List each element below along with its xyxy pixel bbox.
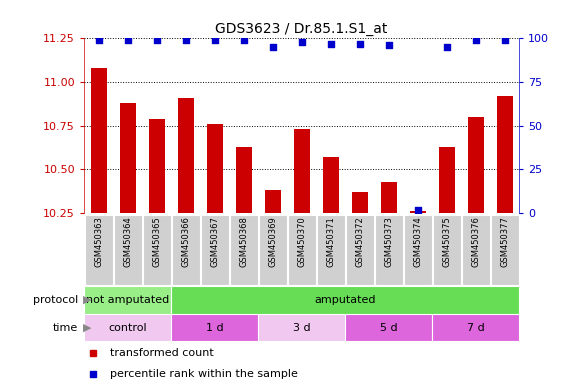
FancyBboxPatch shape: [288, 215, 316, 285]
Text: GSM450365: GSM450365: [152, 216, 161, 267]
Text: GSM450363: GSM450363: [94, 216, 103, 267]
Point: [94, 37, 103, 43]
Bar: [467, 117, 484, 213]
FancyBboxPatch shape: [171, 314, 258, 341]
Text: 7 d: 7 d: [467, 323, 484, 333]
Title: GDS3623 / Dr.85.1.S1_at: GDS3623 / Dr.85.1.S1_at: [215, 22, 388, 36]
Bar: [177, 98, 194, 213]
FancyBboxPatch shape: [201, 215, 229, 285]
Point: [123, 37, 132, 43]
Text: control: control: [108, 323, 147, 333]
Text: GSM450369: GSM450369: [268, 216, 277, 267]
Text: GSM450371: GSM450371: [326, 216, 335, 267]
FancyBboxPatch shape: [346, 215, 374, 285]
FancyBboxPatch shape: [171, 286, 519, 314]
Text: GSM450372: GSM450372: [355, 216, 364, 267]
FancyBboxPatch shape: [114, 215, 142, 285]
FancyBboxPatch shape: [259, 215, 287, 285]
Text: ▶: ▶: [83, 295, 92, 305]
Bar: [351, 192, 368, 213]
Text: GSM450377: GSM450377: [500, 216, 509, 267]
Text: not amputated: not amputated: [86, 295, 169, 305]
Text: GSM450374: GSM450374: [413, 216, 422, 267]
Point: [181, 37, 190, 43]
Text: GSM450366: GSM450366: [181, 216, 190, 267]
Point: [152, 37, 161, 43]
Text: percentile rank within the sample: percentile rank within the sample: [110, 369, 298, 379]
Text: 1 d: 1 d: [206, 323, 223, 333]
Text: GSM450364: GSM450364: [123, 216, 132, 267]
Text: GSM450367: GSM450367: [210, 216, 219, 267]
Text: 3 d: 3 d: [293, 323, 310, 333]
Point: [210, 37, 219, 43]
Bar: [90, 68, 107, 213]
Text: GSM450376: GSM450376: [471, 216, 480, 267]
Point: [442, 44, 451, 50]
Bar: [148, 119, 165, 213]
FancyBboxPatch shape: [317, 215, 345, 285]
FancyBboxPatch shape: [462, 215, 490, 285]
Text: GSM450375: GSM450375: [442, 216, 451, 267]
Text: GSM450370: GSM450370: [297, 216, 306, 267]
Text: GSM450368: GSM450368: [239, 216, 248, 267]
FancyBboxPatch shape: [345, 314, 432, 341]
Bar: [496, 96, 513, 213]
Bar: [380, 182, 397, 213]
Bar: [322, 157, 339, 213]
Text: 5 d: 5 d: [380, 323, 397, 333]
Bar: [119, 103, 136, 213]
Bar: [293, 129, 310, 213]
Text: time: time: [53, 323, 78, 333]
FancyBboxPatch shape: [230, 215, 258, 285]
FancyBboxPatch shape: [491, 215, 519, 285]
Point: [384, 42, 393, 48]
FancyBboxPatch shape: [85, 215, 113, 285]
FancyBboxPatch shape: [375, 215, 403, 285]
Point: [471, 37, 480, 43]
Point: [413, 207, 422, 213]
FancyBboxPatch shape: [433, 215, 461, 285]
Point: [500, 37, 509, 43]
Bar: [264, 190, 281, 213]
Point: [268, 44, 277, 50]
Bar: [206, 124, 223, 213]
Point: [355, 41, 364, 47]
FancyBboxPatch shape: [143, 215, 171, 285]
FancyBboxPatch shape: [404, 215, 432, 285]
Text: transformed count: transformed count: [110, 348, 214, 358]
Bar: [409, 211, 426, 213]
Text: amputated: amputated: [314, 295, 376, 305]
FancyBboxPatch shape: [258, 314, 345, 341]
Text: protocol: protocol: [33, 295, 78, 305]
Bar: [438, 147, 455, 213]
Point: [297, 39, 306, 45]
FancyBboxPatch shape: [432, 314, 519, 341]
Bar: [235, 147, 252, 213]
Text: ▶: ▶: [83, 323, 92, 333]
FancyBboxPatch shape: [84, 314, 171, 341]
Text: GSM450373: GSM450373: [384, 216, 393, 267]
FancyBboxPatch shape: [84, 286, 171, 314]
Point: [326, 41, 335, 47]
Point: [239, 37, 248, 43]
FancyBboxPatch shape: [172, 215, 200, 285]
